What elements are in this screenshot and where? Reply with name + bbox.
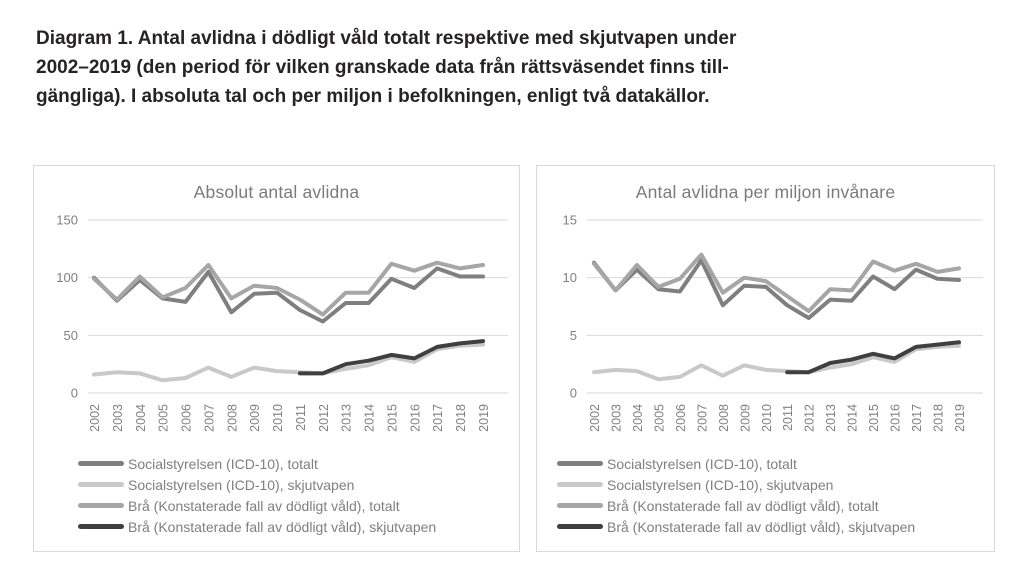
x-tick-label: 2019 bbox=[477, 404, 491, 432]
legend-line-swatch bbox=[557, 503, 603, 508]
y-tick-label: 150 bbox=[56, 213, 78, 228]
line-chart-absolute: 0 50 100 150 2002 2003 2004 2005 2006 2007 2008 200… bbox=[56, 213, 508, 432]
series-line-bra_totalt bbox=[592, 252, 961, 314]
x-tick-label: 2008 bbox=[225, 404, 239, 432]
x-tick-label: 2009 bbox=[738, 404, 752, 432]
x-tick-label: 2004 bbox=[631, 404, 645, 432]
y-tick-label: 15 bbox=[563, 213, 577, 228]
legend-item: Socialstyrelsen (ICD-10), totalt bbox=[557, 453, 994, 474]
x-tick-label: 2011 bbox=[294, 404, 308, 431]
line-chart-per-million: 0 5 10 15 2002 2003 2004 2005 2006 2007 2008 2009 20… bbox=[563, 213, 983, 432]
legend-line-swatch bbox=[78, 503, 124, 508]
x-tick-label: 2010 bbox=[271, 404, 285, 432]
x-tick-label: 2013 bbox=[824, 404, 838, 432]
legend-label: Brå (Konstaterade fall av dödligt våld),… bbox=[607, 518, 916, 535]
x-tick-label: 2003 bbox=[111, 404, 125, 432]
x-tick-label: 2002 bbox=[588, 404, 602, 432]
legend-line-swatch bbox=[557, 461, 603, 466]
x-tick-label: 2014 bbox=[846, 404, 860, 432]
legend-line-swatch bbox=[557, 482, 603, 487]
legend-item: Brå (Konstaterade fall av dödligt våld),… bbox=[78, 516, 519, 537]
x-tick-label: 2007 bbox=[695, 404, 709, 432]
page-title-line-1: Diagram 1. Antal avlidna i dödligt våld … bbox=[36, 28, 737, 49]
y-tick-label: 0 bbox=[570, 386, 577, 401]
legend-label: Socialstyrelsen (ICD-10), totalt bbox=[607, 455, 797, 472]
page-title-line-2: 2002–2019 (den period för vilken granska… bbox=[36, 57, 729, 78]
x-tick-label: 2008 bbox=[717, 404, 731, 432]
y-tick-label: 0 bbox=[71, 386, 78, 401]
x-tick-label: 2009 bbox=[248, 404, 262, 432]
x-tick-label: 2012 bbox=[317, 404, 331, 432]
page-title-line-3: gängliga). I absoluta tal och per miljon… bbox=[36, 86, 710, 107]
x-tick-label: 2016 bbox=[408, 404, 422, 432]
x-tick-label: 2005 bbox=[652, 404, 666, 432]
y-tick-label: 5 bbox=[570, 328, 577, 343]
chart-title-per-million: Antal avlidna per miljon invånare bbox=[635, 182, 896, 202]
x-tick-label: 2013 bbox=[340, 404, 354, 432]
x-tick-label: 2018 bbox=[932, 404, 946, 432]
chart-panel-absolute: Absolut antal avlidna 0 50 100 150 2002 2003 2… bbox=[33, 165, 520, 552]
x-tick-label: 2016 bbox=[889, 404, 903, 432]
legend-line-swatch bbox=[78, 524, 124, 529]
x-tick-label: 2011 bbox=[781, 404, 795, 431]
legend-label: Brå (Konstaterade fall av dödligt våld),… bbox=[128, 518, 437, 535]
legend-item: Brå (Konstaterade fall av dödligt våld),… bbox=[557, 516, 994, 537]
series-line-bra_skjutvapen bbox=[785, 340, 961, 375]
x-tick-label: 2007 bbox=[202, 404, 216, 432]
legend-line-swatch bbox=[557, 524, 603, 529]
series-line-bra_totalt bbox=[92, 260, 485, 317]
legend-item: Socialstyrelsen (ICD-10), skjutvapen bbox=[78, 474, 519, 495]
y-tick-label: 10 bbox=[563, 270, 577, 285]
legend-item: Brå (Konstaterade fall av dödligt våld),… bbox=[557, 495, 994, 516]
legend-label: Brå (Konstaterade fall av dödligt våld),… bbox=[128, 497, 400, 514]
chart-legend-absolute: Socialstyrelsen (ICD-10), totalt Socials… bbox=[34, 453, 519, 537]
series-line-soc_skjutvapen bbox=[592, 343, 961, 382]
x-tick-label: 2015 bbox=[385, 404, 399, 432]
series-line-bra_skjutvapen bbox=[297, 339, 485, 376]
y-tick-label: 100 bbox=[56, 270, 78, 285]
page-title: Diagram 1. Antal avlidna i dödligt våld … bbox=[36, 24, 866, 111]
x-tick-label: 2014 bbox=[363, 404, 377, 432]
x-tick-label: 2015 bbox=[867, 404, 881, 432]
x-tick-label: 2002 bbox=[88, 404, 102, 432]
y-tick-label: 50 bbox=[64, 328, 78, 343]
x-tick-label: 2017 bbox=[910, 404, 924, 432]
legend-label: Brå (Konstaterade fall av dödligt våld),… bbox=[607, 497, 879, 514]
x-tick-label: 2010 bbox=[760, 404, 774, 432]
series-line-soc_skjutvapen bbox=[92, 342, 485, 383]
x-tick-label: 2006 bbox=[180, 404, 194, 432]
legend-label: Socialstyrelsen (ICD-10), totalt bbox=[128, 455, 318, 472]
x-tick-label: 2005 bbox=[157, 404, 171, 432]
x-tick-label: 2017 bbox=[431, 404, 445, 432]
legend-line-swatch bbox=[78, 461, 124, 466]
x-tick-label: 2004 bbox=[134, 404, 148, 432]
x-tick-label: 2018 bbox=[454, 404, 468, 432]
chart-title-absolute: Absolut antal avlidna bbox=[193, 182, 360, 202]
legend-item: Brå (Konstaterade fall av dödligt våld),… bbox=[78, 495, 519, 516]
legend-line-swatch bbox=[78, 482, 124, 487]
x-tick-label: 2019 bbox=[953, 404, 967, 432]
chart-legend-per-million: Socialstyrelsen (ICD-10), totalt Socials… bbox=[537, 453, 994, 537]
x-tick-label: 2003 bbox=[609, 404, 623, 432]
legend-item: Socialstyrelsen (ICD-10), totalt bbox=[78, 453, 519, 474]
x-tick-label: 2012 bbox=[803, 404, 817, 432]
legend-label: Socialstyrelsen (ICD-10), skjutvapen bbox=[607, 476, 834, 493]
chart-panel-per-million: Antal avlidna per miljon invånare 0 5 10 15… bbox=[536, 165, 995, 552]
legend-label: Socialstyrelsen (ICD-10), skjutvapen bbox=[128, 476, 355, 493]
x-tick-label: 2006 bbox=[674, 404, 688, 432]
legend-item: Socialstyrelsen (ICD-10), skjutvapen bbox=[557, 474, 994, 495]
